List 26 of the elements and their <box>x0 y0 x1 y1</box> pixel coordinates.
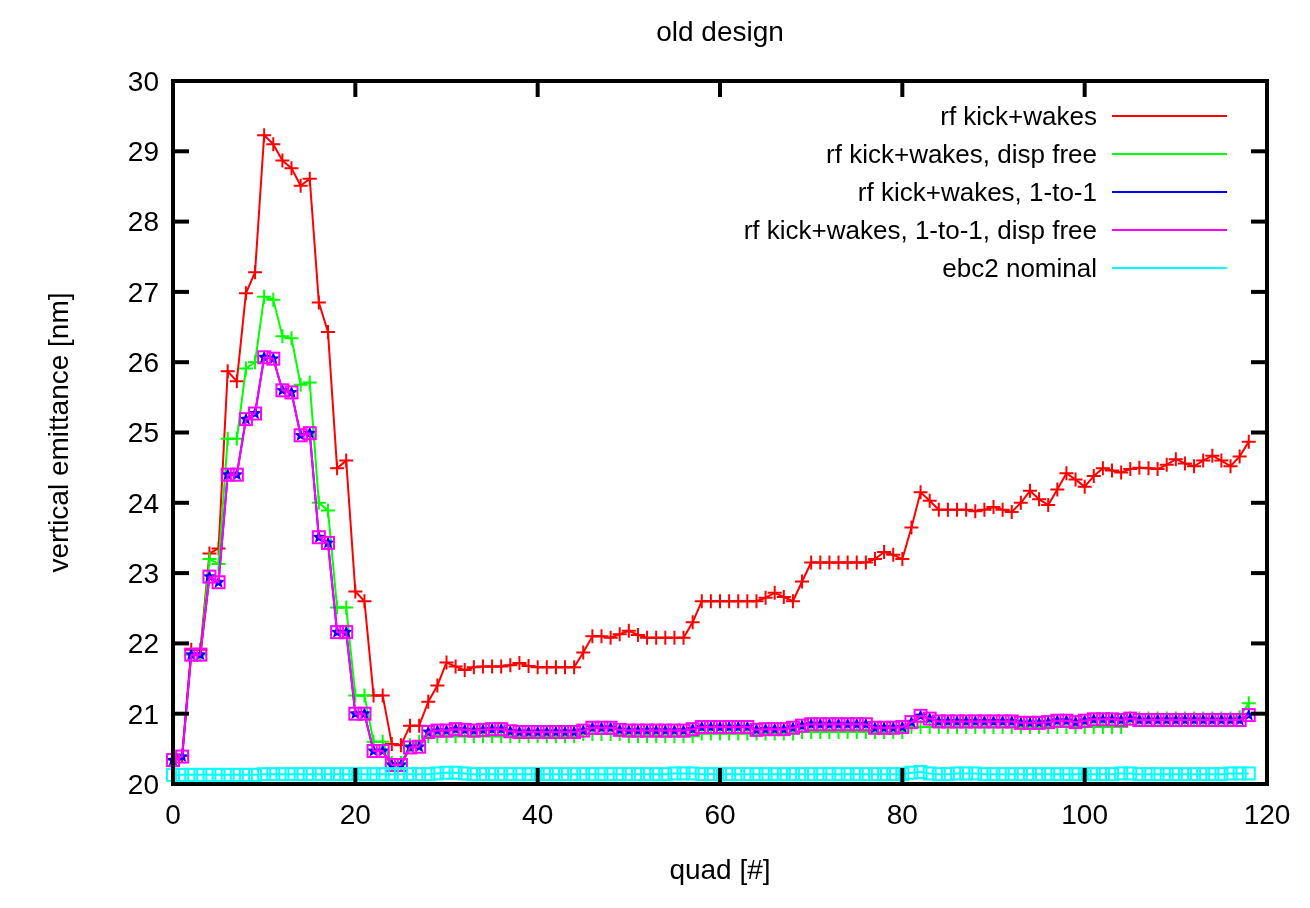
y-tick-label: 27 <box>127 276 159 308</box>
y-tick-label: 25 <box>127 417 159 449</box>
y-tick-label: 20 <box>127 768 159 800</box>
y-tick-label: 23 <box>127 557 159 589</box>
x-tick-label: 60 <box>704 799 736 830</box>
x-tick-label: 80 <box>886 799 918 830</box>
y-axis-title: vertical emittance [nm] <box>43 292 74 573</box>
y-tick-label: 30 <box>127 65 159 97</box>
y-tick-label: 21 <box>127 698 159 730</box>
y-tick-label: 22 <box>127 628 159 660</box>
x-tick-label: 20 <box>339 799 371 830</box>
x-tick-label: 120 <box>1243 799 1291 830</box>
y-tick-label: 29 <box>127 136 159 168</box>
legend-label: rf kick+wakes, 1-to-1 <box>857 177 1097 208</box>
y-tick-label: 24 <box>127 487 159 519</box>
x-tick-label: 100 <box>1061 799 1109 830</box>
y-tick-label: 26 <box>127 347 159 378</box>
x-tick-label: 40 <box>522 799 554 830</box>
x-tick-label: 0 <box>165 799 181 830</box>
y-tick-label: 28 <box>127 206 159 238</box>
legend-label: rf kick+wakes <box>940 101 1097 132</box>
legend-label: ebc2 nominal <box>942 253 1097 284</box>
legend-label: rf kick+wakes, disp free <box>826 139 1097 170</box>
x-axis-title: quad [#] <box>669 854 771 885</box>
legend-label: rf kick+wakes, 1-to-1, disp free <box>743 215 1097 246</box>
chart-title: old design <box>656 16 784 47</box>
